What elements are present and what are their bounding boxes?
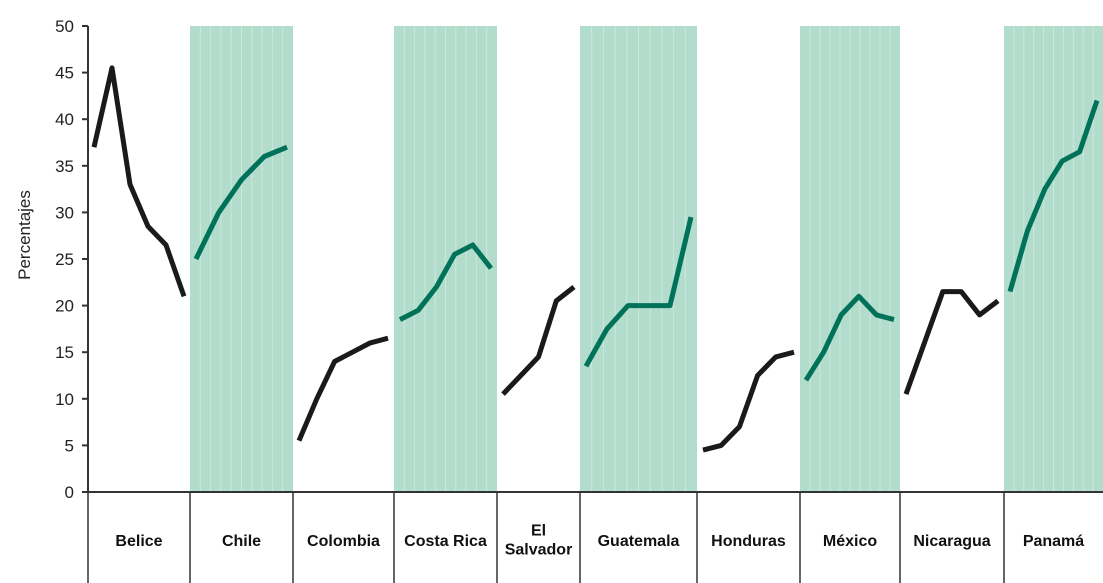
category-label-panama: Panamá	[1023, 533, 1084, 550]
category-label-costa-rica: Costa Rica	[404, 533, 487, 550]
y-tick-label: 35	[55, 157, 74, 176]
category-labels: Belice Chile Colombia Costa Rica El Salvador G…	[115, 523, 1084, 559]
band-costa-rica	[394, 26, 497, 492]
category-label-colombia: Colombia	[307, 533, 380, 550]
category-label-mexico: México	[823, 533, 877, 550]
y-tick-label: 0	[65, 483, 74, 502]
y-tick-label: 45	[55, 64, 74, 83]
series-line-chile	[193, 144, 288, 261]
category-label-belice: Belice	[115, 533, 162, 550]
category-label-honduras: Honduras	[711, 533, 786, 550]
series-line-belice	[91, 65, 187, 298]
series-line-mexico	[803, 293, 895, 382]
series-line-honduras	[702, 349, 795, 453]
band-mexico	[800, 26, 900, 492]
band-chile	[190, 26, 293, 492]
category-label-guatemala: Guatemala	[598, 533, 680, 550]
y-tick-label: 5	[65, 436, 74, 455]
y-tick-label: 10	[55, 390, 74, 409]
series-line-panama	[1007, 99, 1100, 293]
y-tick-label: 25	[55, 250, 74, 269]
series-line-el-salvador	[501, 285, 576, 396]
y-tick-label: 15	[55, 343, 74, 362]
y-tick-label: 20	[55, 297, 74, 316]
series-line-guatemala	[583, 216, 694, 368]
shaded-bands	[190, 26, 1103, 492]
series-line-costa-rica	[398, 242, 493, 322]
band-guatemala	[580, 26, 697, 492]
y-axis-label: Percentajes	[15, 190, 34, 280]
y-tick-label: 50	[55, 17, 74, 36]
category-label-chile: Chile	[222, 533, 261, 550]
series-line-colombia	[296, 335, 389, 442]
series-lines	[91, 65, 1100, 453]
y-tick-label: 40	[55, 110, 74, 129]
chart-axes: 0 5 10 15 20 25 30 35 40 45 50	[55, 17, 1103, 583]
category-label-nicaragua: Nicaragua	[913, 533, 990, 550]
y-tick-label: 30	[55, 203, 74, 222]
category-label-el-salvador: El Salvador	[505, 523, 573, 559]
series-line-nicaragua	[903, 289, 1000, 395]
